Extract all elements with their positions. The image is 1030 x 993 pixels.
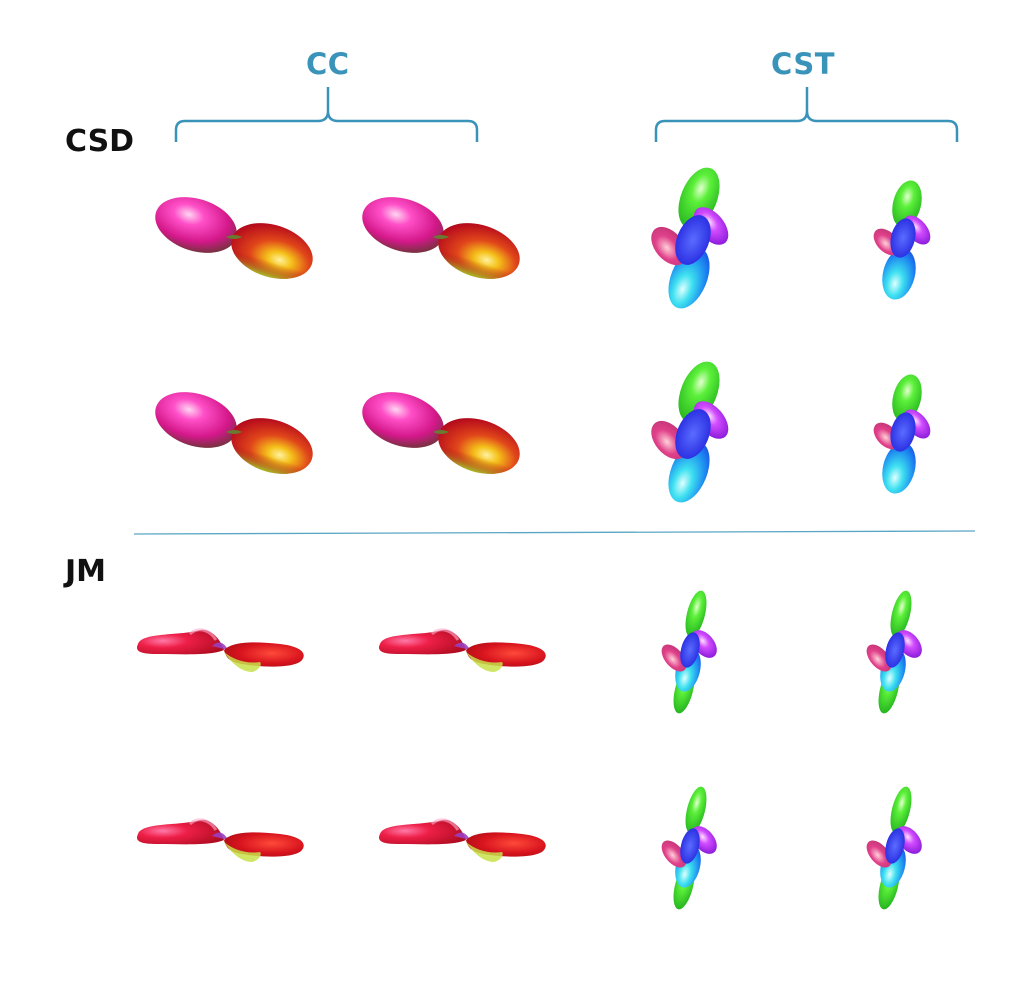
cst-jm-glyph (656, 588, 722, 716)
section-divider (133, 530, 976, 535)
row-title-csd: CSD (65, 124, 135, 159)
cst-csd-glyph (868, 177, 936, 304)
cc-csd-glyph (148, 187, 320, 289)
column-title-cst: CST (771, 47, 835, 81)
cst-jm-glyph (861, 784, 927, 912)
cc-csd-glyph (355, 187, 527, 289)
cst-csd-glyph (644, 161, 736, 315)
row-title-jm: JM (65, 554, 107, 589)
cc-jm-glyph (135, 818, 306, 864)
cst-bracket (654, 87, 959, 142)
cst-jm-glyph (861, 588, 927, 716)
column-title-cc: CC (306, 47, 350, 81)
cst-csd-glyph (868, 371, 936, 498)
cc-csd-glyph (148, 382, 320, 484)
cst-csd-glyph (644, 355, 736, 509)
cst-jm-glyph (656, 784, 722, 912)
cc-jm-glyph (135, 628, 306, 674)
cc-csd-glyph (355, 382, 527, 484)
cc-jm-glyph (377, 628, 548, 674)
cc-bracket (174, 87, 479, 142)
cc-jm-glyph (377, 818, 548, 864)
